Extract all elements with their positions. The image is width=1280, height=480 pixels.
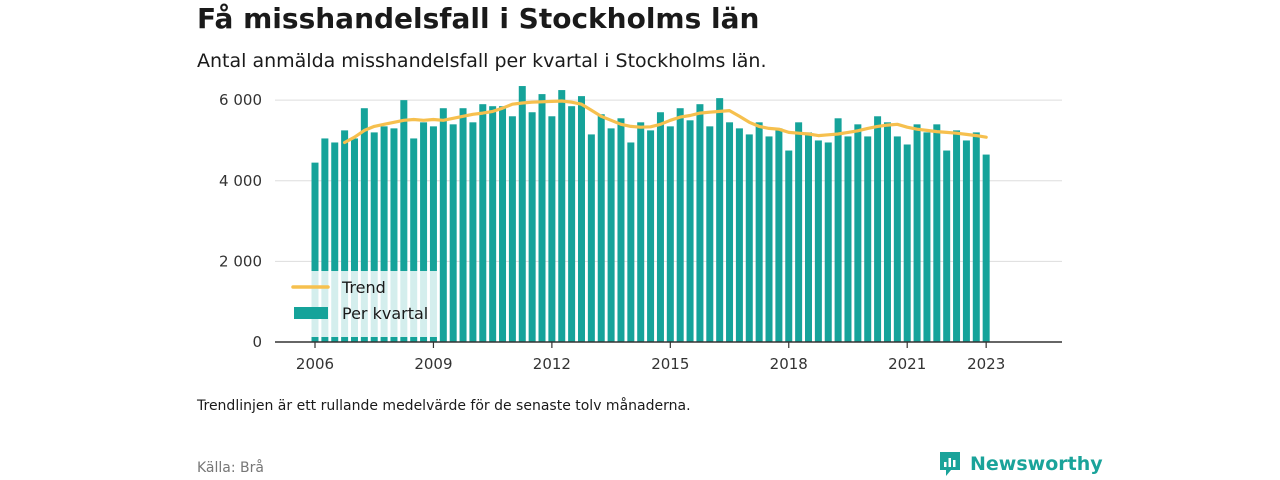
- trend-line: [343, 99, 988, 145]
- bar: [735, 128, 743, 342]
- brand-name: Newsworthy: [970, 453, 1103, 475]
- bar: [617, 118, 625, 343]
- legend-label-per-kvartal: Per kvartal: [342, 304, 428, 323]
- bar: [824, 142, 832, 342]
- bar: [380, 126, 388, 342]
- bar: [410, 138, 418, 342]
- bar: [321, 138, 329, 342]
- chart-subtitle: Antal anmälda misshandelsfall per kvarta…: [197, 50, 767, 72]
- bar: [943, 150, 951, 342]
- bar: [844, 136, 852, 342]
- bar: [864, 136, 872, 342]
- bar: [400, 100, 408, 343]
- bar: [854, 124, 862, 342]
- bar: [656, 112, 664, 342]
- bar: [607, 128, 615, 342]
- bar: [903, 144, 911, 342]
- y-tick-label: 6 000: [219, 91, 262, 109]
- bar: [883, 122, 891, 342]
- source-label: Källa: Brå: [197, 460, 264, 476]
- legend-label-trend: Trend: [341, 278, 386, 297]
- y-tick-label: 0: [252, 333, 262, 351]
- bar: [449, 124, 457, 342]
- bar: [341, 130, 349, 342]
- bar: [785, 150, 793, 342]
- newsworthy-logo[interactable]: Newsworthy: [938, 450, 1103, 478]
- chart-title: Få misshandelsfall i Stockholms län: [197, 2, 760, 35]
- bar: [982, 154, 990, 342]
- bar: [597, 114, 605, 342]
- bar: [627, 142, 635, 342]
- bar: [577, 96, 585, 342]
- bar: [390, 128, 398, 342]
- bar: [331, 142, 339, 342]
- bar: [893, 136, 901, 342]
- bar: [923, 132, 931, 342]
- bar: [726, 122, 734, 342]
- bar: [459, 108, 467, 342]
- bar: [429, 126, 437, 342]
- legend: Trend Per kvartal: [284, 271, 437, 337]
- bar: [834, 118, 842, 343]
- bar: [637, 122, 645, 342]
- bar: [439, 108, 447, 342]
- y-tick-label: 4 000: [219, 172, 262, 190]
- bar: [538, 94, 546, 342]
- bar: [716, 98, 724, 342]
- x-tick-label: 2015: [651, 355, 689, 373]
- x-tick-label: 2021: [888, 355, 926, 373]
- bar: [479, 104, 487, 342]
- bar-series: [311, 86, 990, 343]
- x-tick-label: 2018: [770, 355, 808, 373]
- bar: [489, 106, 497, 342]
- bar: [775, 128, 783, 342]
- bar: [568, 106, 576, 342]
- bar: [933, 124, 941, 342]
- x-tick-label: 2009: [414, 355, 452, 373]
- bar: [795, 122, 803, 342]
- bar: [666, 126, 674, 342]
- bar: [647, 130, 655, 342]
- bar: [696, 104, 704, 342]
- bar: [548, 116, 556, 343]
- legend-background: [284, 271, 437, 337]
- bar: [962, 140, 970, 342]
- bar: [765, 136, 773, 342]
- bar: [953, 130, 961, 342]
- trend-series: [343, 99, 988, 145]
- axes: 0 2 000 4 000 6 000 2006 2009 2012 2015 2018 2021…: [219, 91, 1062, 373]
- chart-note: Trendlinjen är ett rullande medelvärde f…: [197, 398, 691, 414]
- bar: [508, 116, 516, 343]
- newsworthy-icon: [940, 452, 960, 476]
- bar: [350, 138, 358, 342]
- bar: [311, 162, 319, 342]
- legend-bar-swatch: [294, 307, 328, 319]
- bar: [745, 134, 753, 342]
- bar: [676, 108, 684, 342]
- bar: [706, 126, 714, 342]
- bar: [528, 112, 536, 342]
- x-tick-label: 2023: [967, 355, 1005, 373]
- bar: [686, 120, 694, 342]
- bar: [913, 124, 921, 342]
- bar: [587, 134, 595, 342]
- bar: [469, 122, 477, 342]
- bar: [874, 116, 882, 343]
- bar: [558, 90, 566, 342]
- x-tick-label: 2006: [296, 355, 334, 373]
- bar: [370, 132, 378, 342]
- bar: [814, 140, 822, 342]
- bar: [420, 122, 428, 342]
- bar: [518, 86, 526, 343]
- x-tick-label: 2012: [533, 355, 571, 373]
- bar: [499, 106, 507, 342]
- bar: [972, 132, 980, 342]
- bar: [360, 108, 368, 342]
- bar: [755, 122, 763, 342]
- bar: [805, 132, 812, 342]
- y-tick-label: 2 000: [219, 252, 262, 270]
